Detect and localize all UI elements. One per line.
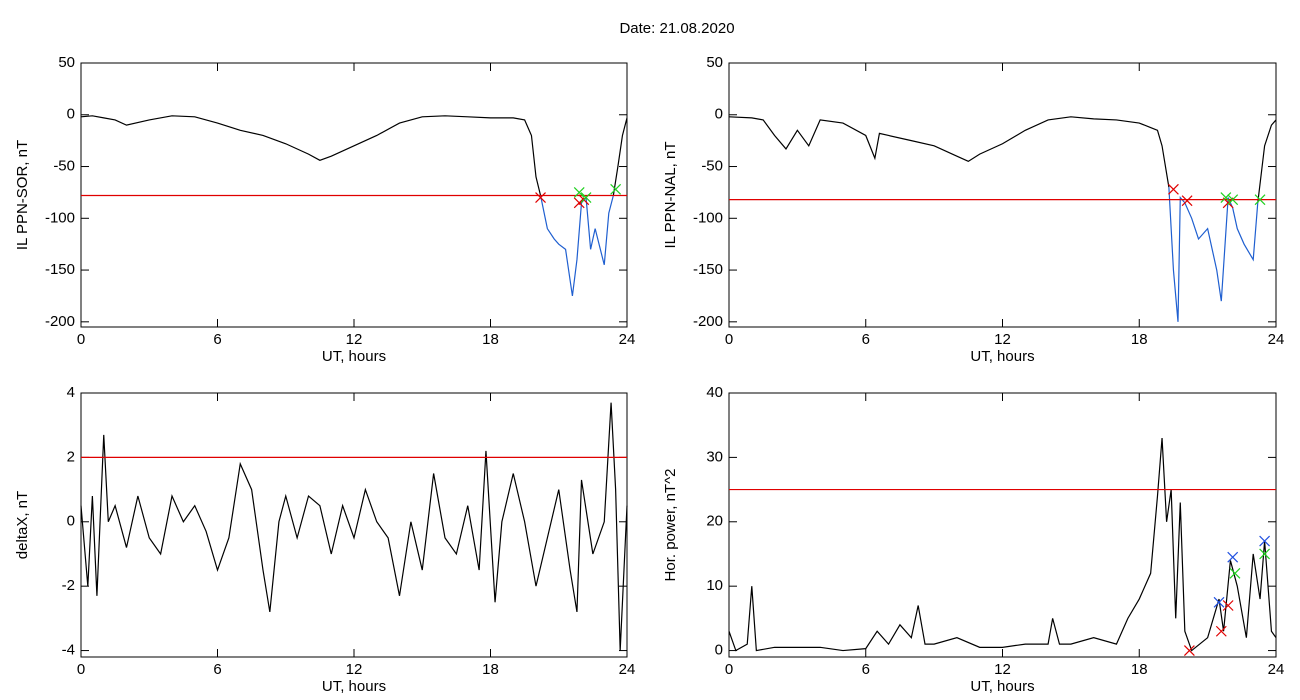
data-line (80, 115, 542, 196)
plot-frame (80, 392, 628, 658)
x-tick-label: 6 (862, 661, 870, 678)
plot-frame (728, 392, 1277, 658)
x-marker (1227, 194, 1239, 206)
y-tick-label: 0 (67, 513, 75, 530)
y-tick-label: -4 (62, 642, 75, 659)
x-tick-label: 24 (619, 661, 636, 678)
y-axis-label: IL PPN-SOR, nT (14, 140, 31, 250)
x-marker (1227, 551, 1239, 563)
y-tick-label: 0 (715, 106, 723, 123)
data-line (1168, 187, 1259, 322)
y-tick-label: 4 (67, 384, 75, 401)
x-marker (610, 183, 622, 195)
y-tick-label: -150 (45, 261, 75, 278)
y-axis-label: Hor. power, nT^2 (662, 469, 679, 582)
y-tick-label: -150 (693, 261, 723, 278)
x-tick-label: 0 (725, 661, 733, 678)
y-tick-label: 2 (67, 448, 75, 465)
data-line (728, 116, 1170, 188)
data-line (539, 195, 614, 297)
x-tick-label: 18 (482, 331, 499, 348)
x-marker (573, 197, 585, 209)
x-tick-label: 18 (1131, 661, 1148, 678)
x-tick-label: 12 (346, 661, 363, 678)
y-axis-label: IL PPN-NAL, nT (662, 142, 679, 249)
x-axis-label: UT, hours (322, 348, 386, 365)
x-tick-label: 12 (994, 661, 1011, 678)
x-axis-label: UT, hours (970, 678, 1034, 695)
x-tick-label: 12 (346, 331, 363, 348)
y-tick-label: -200 (45, 313, 75, 330)
x-tick-label: 18 (1131, 331, 1148, 348)
y-tick-label: -100 (693, 209, 723, 226)
x-marker (1213, 596, 1225, 608)
x-axis-label: UT, hours (322, 678, 386, 695)
y-tick-label: -50 (701, 157, 723, 174)
x-marker (1259, 535, 1271, 547)
x-marker (1220, 192, 1232, 204)
y-tick-label: 10 (706, 577, 723, 594)
x-marker (1181, 195, 1193, 207)
y-tick-label: 20 (706, 513, 723, 530)
x-marker (1183, 645, 1195, 656)
x-tick-label: 24 (619, 331, 636, 348)
y-axis-label: deltaX, nT (14, 491, 31, 559)
y-tick-label: 0 (67, 106, 75, 123)
x-axis-label: UT, hours (970, 348, 1034, 365)
x-marker (1168, 183, 1179, 195)
x-tick-label: 6 (862, 331, 870, 348)
x-tick-label: 24 (1268, 661, 1285, 678)
data-line (728, 438, 1277, 652)
y-tick-label: 50 (58, 54, 75, 71)
x-tick-label: 0 (725, 331, 733, 348)
y-tick-label: 0 (715, 642, 723, 659)
x-marker (1222, 600, 1234, 611)
x-marker (1229, 567, 1241, 579)
x-tick-label: 12 (994, 331, 1011, 348)
data-line (612, 117, 628, 196)
y-tick-label: -100 (45, 209, 75, 226)
x-tick-label: 0 (77, 331, 85, 348)
x-marker (1215, 625, 1227, 637)
x-marker (573, 186, 585, 198)
x-marker (580, 192, 592, 204)
y-tick-label: -50 (53, 157, 75, 174)
data-line (80, 402, 628, 651)
x-tick-label: 6 (213, 331, 221, 348)
x-tick-label: 18 (482, 661, 499, 678)
x-marker (1259, 548, 1271, 560)
x-tick-label: 6 (213, 661, 221, 678)
y-tick-label: 30 (706, 448, 723, 465)
x-tick-label: 24 (1268, 331, 1285, 348)
y-tick-label: 40 (706, 384, 723, 401)
y-tick-label: 50 (706, 54, 723, 71)
figure-title: Date: 21.08.2020 (619, 20, 734, 37)
plot-frame (728, 62, 1277, 328)
y-tick-label: -200 (693, 313, 723, 330)
x-tick-label: 0 (77, 661, 85, 678)
y-tick-label: -2 (62, 577, 75, 594)
x-marker (1254, 194, 1266, 206)
data-line (1257, 119, 1277, 203)
x-marker (535, 192, 546, 204)
